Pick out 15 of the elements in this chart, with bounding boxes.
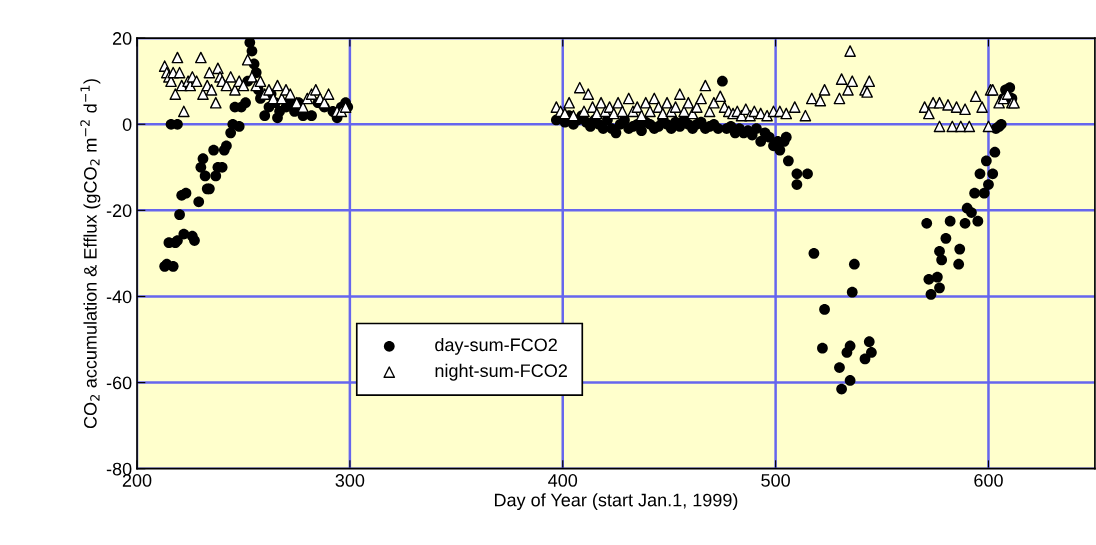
x-tick-label: 300	[335, 474, 365, 487]
y-tick-label: -20	[106, 204, 132, 218]
y-tick-label: -80	[106, 462, 132, 476]
x-tick-label: 600	[974, 474, 1003, 487]
legend-label: night-sum-FCO2	[435, 363, 567, 381]
x-axis-title: Day of Year (start Jan.1, 1999)	[494, 493, 738, 510]
x-tick-label: 200	[122, 474, 152, 487]
x-tick-label: 400	[548, 474, 578, 487]
text: CO$_{2}$ accumulation & Efflux (gCO$_{2}$ m$^{−2}$ d$^{−1}$)	[80, 79, 101, 429]
y-tick-label: -40	[106, 290, 132, 304]
x-tick-label: 500	[761, 474, 790, 487]
y-tick-label: 0	[122, 118, 132, 131]
y-tick-label: 20	[112, 32, 132, 45]
y-tick-label: -60	[106, 376, 132, 390]
legend-label: day-sum-FCO2	[435, 337, 557, 355]
